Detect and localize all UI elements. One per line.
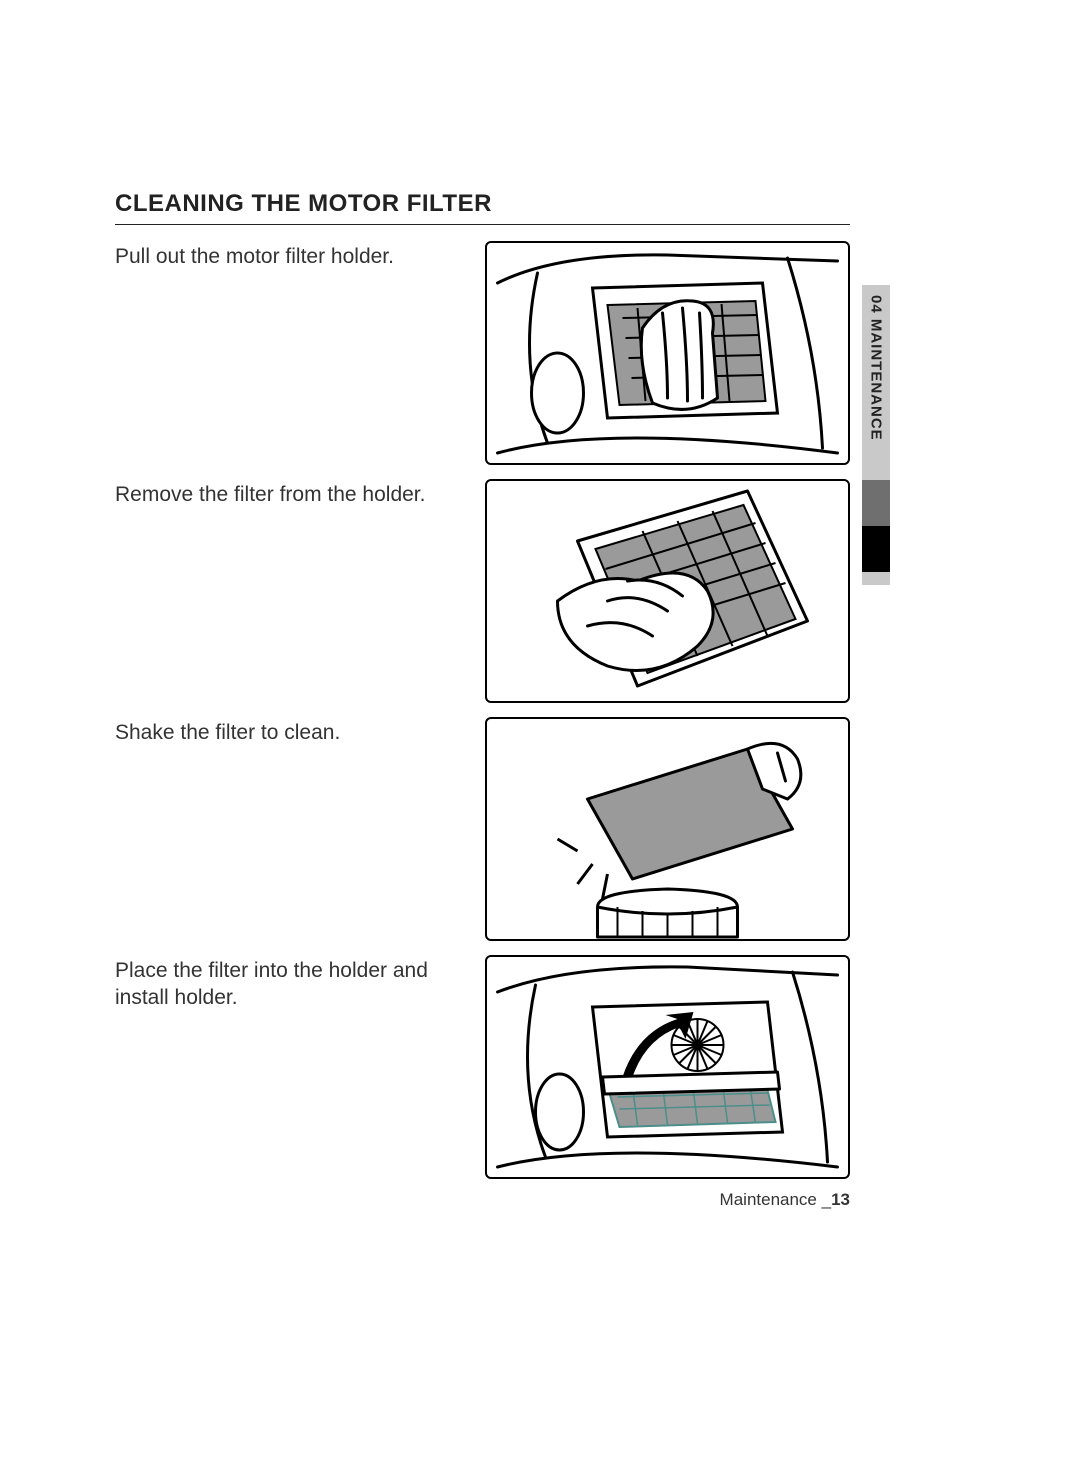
page-footer: Maintenance _13 <box>0 1190 850 1210</box>
step-figure <box>485 955 850 1179</box>
tab-bg-black <box>862 526 890 572</box>
chapter-tab: 04 MAINTENANCE <box>862 285 890 585</box>
step-text: Remove the filter from the holder. <box>115 479 465 508</box>
step-row: Pull out the motor filter holder. <box>115 241 850 465</box>
step-figure <box>485 717 850 941</box>
step-text: Shake the filter to clean. <box>115 717 465 746</box>
manual-page: CLEANING THE MOTOR FILTER Pull out the m… <box>115 190 850 1179</box>
footer-label: Maintenance _ <box>720 1190 832 1209</box>
step-row: Remove the filter from the holder. <box>115 479 850 703</box>
step-figure <box>485 479 850 703</box>
step-figure <box>485 241 850 465</box>
step-text: Place the filter into the holder and ins… <box>115 955 465 1012</box>
tab-bg-dark <box>862 480 890 526</box>
steps-list: Pull out the motor filter holder. <box>115 241 850 1179</box>
footer-page-number: 13 <box>831 1190 850 1209</box>
chapter-tab-label: 04 MAINTENANCE <box>862 285 890 485</box>
step-row: Shake the filter to clean. <box>115 717 850 941</box>
step-row: Place the filter into the holder and ins… <box>115 955 850 1179</box>
section-title: CLEANING THE MOTOR FILTER <box>115 190 850 225</box>
step-text: Pull out the motor filter holder. <box>115 241 465 270</box>
